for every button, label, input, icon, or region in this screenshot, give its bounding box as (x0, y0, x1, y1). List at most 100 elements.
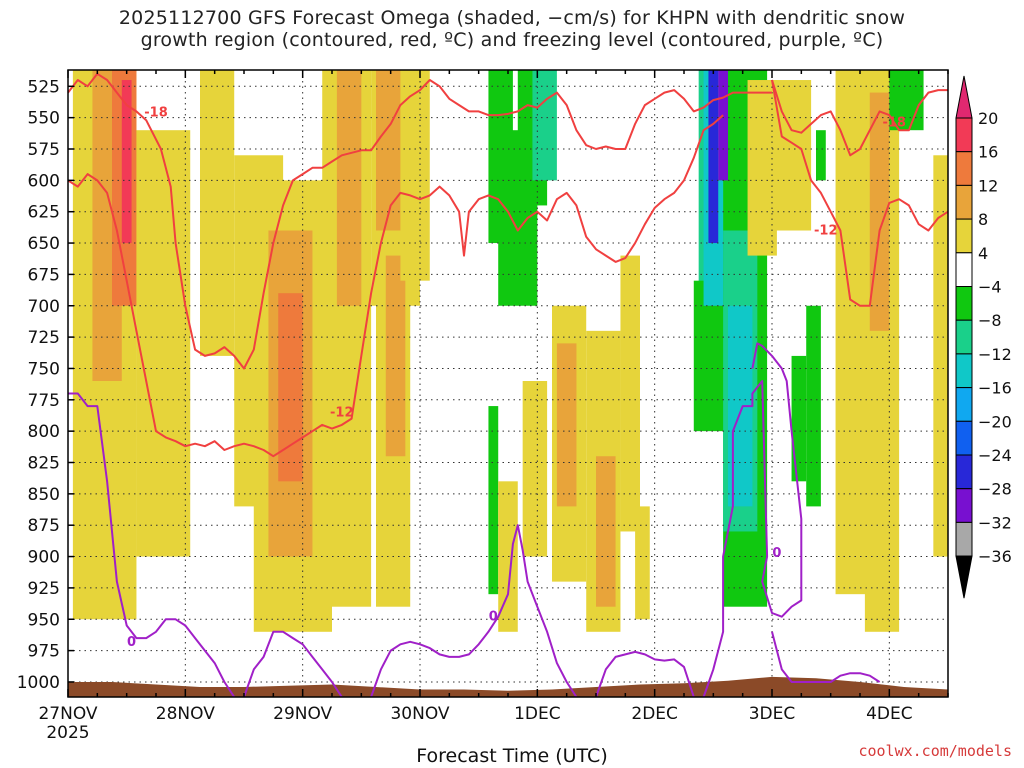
contour-label: -18 (882, 116, 906, 131)
contour-line (771, 79, 949, 307)
colorbar-label: −24 (978, 446, 1012, 465)
omega-cell (767, 80, 812, 231)
omega-cell (278, 293, 303, 482)
contour-label: -12 (814, 224, 838, 239)
colorbar-label: 12 (978, 176, 998, 195)
colorbar-label: −16 (978, 379, 1012, 398)
colorbar-swatch (955, 319, 973, 355)
y-tick-label: 650 (28, 234, 60, 254)
omega-cell (835, 70, 870, 595)
y-tick-label: 825 (28, 454, 60, 474)
colorbar-swatch (955, 521, 973, 557)
colorbar-label: 4 (978, 244, 988, 263)
y-tick-label: 975 (28, 642, 60, 662)
contour-label: 0 (489, 610, 498, 625)
omega-cell (385, 255, 406, 457)
colorbar-swatch (955, 252, 973, 288)
contour-line (67, 114, 724, 458)
colorbar-label: 8 (978, 210, 988, 229)
y-tick-label: 850 (28, 485, 60, 505)
colorbar-swatch (955, 488, 973, 523)
colorbar-label: 20 (978, 109, 998, 128)
y-tick-label: 875 (28, 516, 60, 536)
y-tick-label: 900 (28, 548, 60, 568)
x-tick-label: 2DEC (631, 704, 678, 724)
colorbar-label: −36 (978, 547, 1012, 566)
contour-line (702, 342, 803, 698)
omega-cell (889, 70, 924, 131)
colorbar-label: −32 (978, 513, 1012, 532)
colorbar-swatch (955, 353, 973, 389)
x-tick-label: 28NOV (156, 704, 215, 724)
colorbar-label: −8 (978, 311, 1002, 330)
colorbar-bottom-triangle (955, 555, 973, 599)
plot-area: -18 -12 -12 -18 0 0 0 (67, 70, 949, 698)
chart-title-line2: growth region (contoured, red, ºC) and f… (140, 29, 884, 51)
colorbar-swatch (955, 151, 973, 186)
y-tick-label: 600 (28, 171, 60, 191)
omega-cell (200, 70, 235, 356)
omega-cell (522, 380, 548, 557)
colorbar-swatch (955, 387, 973, 422)
colorbar-swatch (955, 420, 973, 456)
omega-cell (816, 130, 826, 181)
omega-cell (718, 70, 728, 181)
contour-line (68, 392, 236, 698)
omega-cell (806, 305, 821, 507)
colorbar: 20 16 12 8 4 −4 −8 −12 −16 −20 −24 −28 −32 −36 (955, 75, 1012, 599)
colorbar-label: −20 (978, 412, 1012, 431)
colorbar-label: −12 (978, 345, 1012, 364)
x-tick-label: 4DEC (866, 704, 913, 724)
omega-cell (336, 70, 362, 306)
omega-cell (596, 456, 616, 607)
y-tick-label: 925 (28, 579, 60, 599)
y-tick-label: 1000 (17, 673, 60, 693)
omega-cell (556, 343, 577, 507)
y-tick-label: 725 (28, 328, 60, 348)
contour-line (67, 72, 772, 370)
x-axis-label: Forecast Time (UTC) (416, 745, 608, 767)
omega-cell (488, 406, 499, 595)
omega-cell (136, 130, 191, 557)
colorbar-label: −4 (978, 278, 1002, 297)
contour-label: -12 (330, 405, 354, 420)
colorbar-swatch (955, 286, 973, 321)
omega-cell (635, 506, 650, 620)
contour-line (243, 630, 343, 698)
colorbar-swatch (955, 184, 973, 220)
y-tick-label: 675 (28, 265, 60, 285)
contour-line (595, 650, 695, 698)
colorbar-label: 16 (978, 143, 998, 162)
x-tick-label: 1DEC (514, 704, 561, 724)
omega-cell (708, 70, 719, 244)
contour-label: -18 (144, 106, 168, 121)
contour-label: 0 (127, 635, 136, 650)
y-tick-label: 550 (28, 109, 60, 129)
colorbar-swatch (955, 454, 973, 490)
x-tick-label: 3DEC (749, 704, 796, 724)
omega-cell (376, 70, 401, 231)
contour-line (771, 79, 948, 157)
omega-cell (791, 355, 807, 482)
y-tick-label: 800 (28, 422, 60, 442)
omega-cell (532, 70, 557, 181)
omega-cell (400, 70, 430, 281)
credit-link[interactable]: coolwx.com/models (858, 742, 1012, 760)
y-tick-label: 575 (28, 140, 60, 160)
colorbar-swatch (955, 117, 973, 153)
chart-title-line1: 2025112700 GFS Forecast Omega (shaded, −… (118, 7, 906, 29)
x-tick-label: 30NOV (390, 704, 449, 724)
omega-cell (121, 80, 132, 244)
omega-cell (933, 155, 948, 557)
y-tick-label: 750 (28, 359, 60, 379)
colorbar-swatch (955, 218, 973, 254)
contour-line (370, 524, 578, 698)
x-tick-label: 29NOV (273, 704, 332, 724)
colorbar-label: −28 (978, 480, 1012, 499)
y-tick-label: 525 (28, 77, 60, 97)
contour-label: 0 (772, 546, 781, 561)
y-tick-label: 700 (28, 297, 60, 317)
y-tick-label: 950 (28, 610, 60, 630)
terrain-fill (68, 676, 948, 697)
